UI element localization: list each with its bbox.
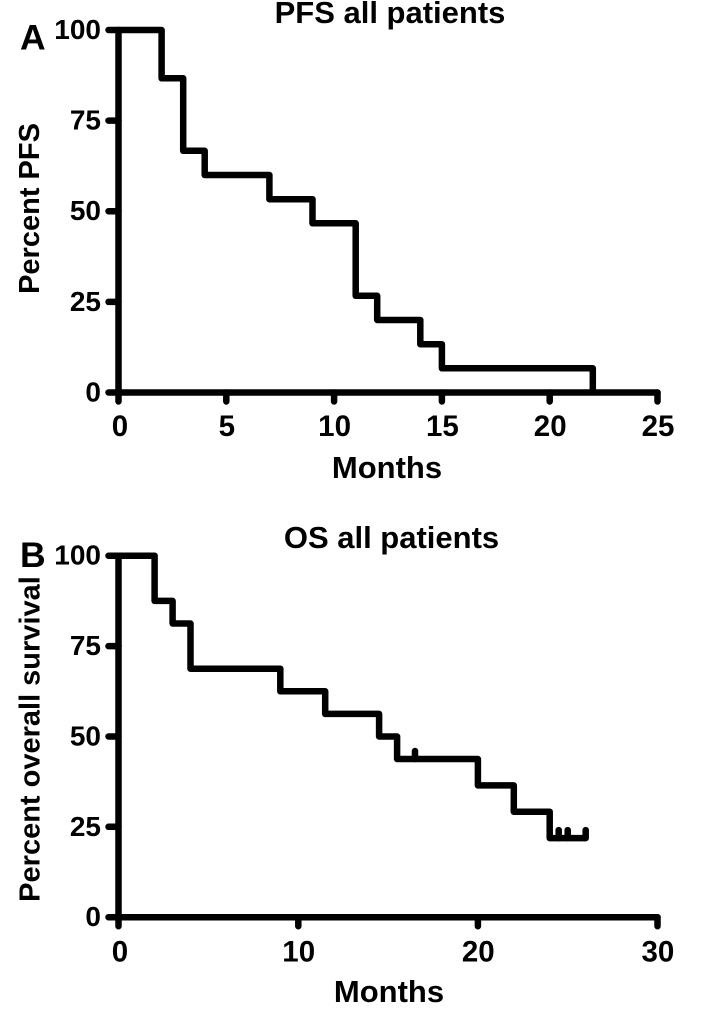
svg-text:10: 10: [282, 936, 315, 969]
svg-text:100: 100: [54, 540, 101, 571]
svg-text:B: B: [20, 535, 46, 575]
svg-text:50: 50: [70, 195, 101, 226]
svg-text:25: 25: [642, 410, 675, 443]
svg-text:0: 0: [112, 410, 128, 443]
svg-text:30: 30: [641, 936, 674, 969]
svg-text:Percent PFS: Percent PFS: [14, 123, 46, 294]
svg-text:0: 0: [85, 377, 101, 408]
svg-text:25: 25: [70, 811, 101, 842]
svg-text:15: 15: [426, 410, 459, 443]
svg-text:50: 50: [70, 721, 101, 752]
svg-text:0: 0: [85, 901, 101, 932]
svg-text:Percent overall survival: Percent overall survival: [14, 576, 46, 902]
svg-text:20: 20: [462, 936, 495, 969]
svg-text:25: 25: [70, 286, 101, 317]
svg-text:A: A: [20, 17, 46, 57]
svg-text:5: 5: [219, 410, 235, 443]
svg-text:Months: Months: [334, 974, 444, 1009]
svg-text:OS all patients: OS all patients: [284, 520, 499, 555]
svg-text:75: 75: [70, 105, 101, 136]
svg-text:20: 20: [534, 410, 567, 443]
svg-text:0: 0: [112, 936, 128, 969]
svg-text:75: 75: [70, 630, 101, 661]
svg-text:100: 100: [54, 14, 101, 45]
svg-text:10: 10: [318, 410, 351, 443]
svg-text:Months: Months: [332, 450, 442, 485]
svg-text:PFS all patients: PFS all patients: [275, 0, 506, 30]
